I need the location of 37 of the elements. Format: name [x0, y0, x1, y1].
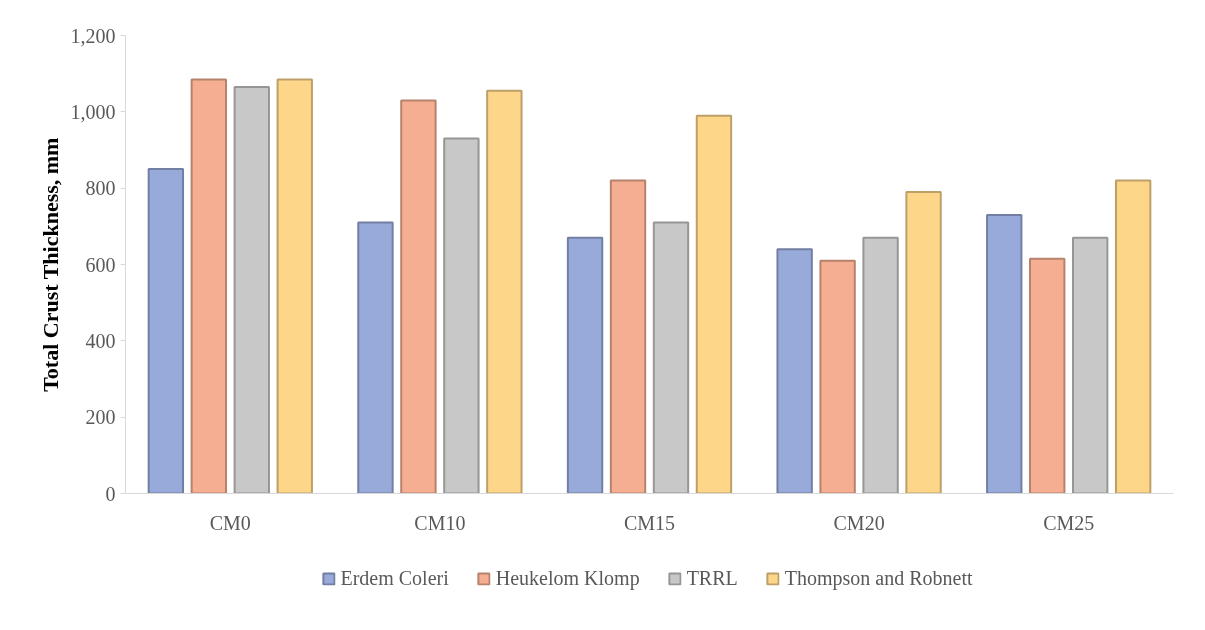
x-tick-label: CM0: [209, 511, 251, 534]
bar: [695, 114, 733, 494]
bar: [357, 221, 394, 494]
bar: [566, 236, 604, 494]
legend-label: Heukelom Klomp: [495, 566, 640, 590]
x-tick-label: CM20: [833, 511, 885, 534]
bar: [652, 221, 690, 494]
y-tick-label: 800: [85, 177, 116, 200]
bar: [190, 78, 227, 494]
bar: [443, 137, 480, 494]
bar: [819, 259, 856, 494]
bar: [400, 99, 437, 494]
legend-label: Thompson and Robnett: [784, 566, 973, 590]
bar: [1029, 257, 1066, 494]
bar: [986, 213, 1023, 494]
x-tick-label: CM25: [1043, 511, 1095, 534]
y-tick-label: 600: [85, 253, 116, 276]
bar: [862, 236, 899, 494]
y-tick-label: 1,000: [70, 100, 116, 123]
legend-label: Erdem Coleri: [340, 566, 449, 590]
bar: [1072, 236, 1109, 494]
legend-label: TRRL: [686, 566, 738, 590]
y-tick-label: 400: [85, 329, 116, 352]
bar: [609, 179, 647, 494]
bar: [276, 78, 313, 494]
bar: [147, 168, 185, 494]
bar: [776, 248, 813, 494]
bar: [905, 190, 942, 494]
y-axis-title: Total Crust Thickness, mm: [37, 137, 63, 392]
bar: [486, 89, 523, 494]
y-tick-label: 200: [85, 406, 116, 429]
bar: [233, 86, 270, 494]
x-tick-label: CM15: [623, 511, 676, 534]
y-tick-label: 1,200: [70, 24, 116, 47]
x-tick-label: CM10: [414, 511, 466, 534]
y-tick-label: 0: [105, 482, 116, 505]
bar: [1114, 179, 1152, 494]
